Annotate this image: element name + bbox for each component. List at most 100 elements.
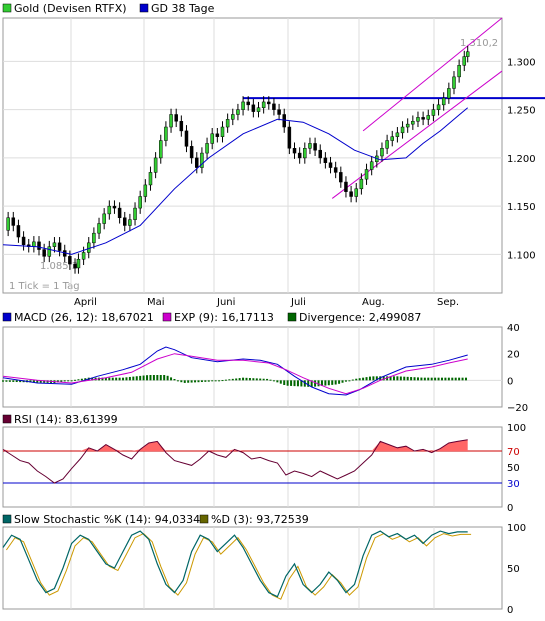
candle-body xyxy=(102,213,106,224)
rsi-overbought-fill xyxy=(131,441,166,451)
divergence-bar xyxy=(334,380,337,385)
divergence-bar xyxy=(327,380,330,386)
y-tick-label: 30 xyxy=(507,479,520,490)
divergence-bar xyxy=(317,380,320,387)
legend-label-stoch-k: Slow Stochastic %K (14): 94,0334 xyxy=(14,513,200,526)
low-price-label: 1.085,3 xyxy=(40,261,78,272)
y-tick-label: 1.100 xyxy=(507,250,536,261)
legend-swatch-exp xyxy=(162,312,172,322)
candle-body xyxy=(313,143,317,151)
divergence-bar xyxy=(190,380,193,383)
candle-body xyxy=(47,246,52,257)
divergence-bar xyxy=(211,380,214,382)
y-tick-label: 50 xyxy=(507,463,520,474)
divergence-bar xyxy=(183,380,186,383)
divergence-bar xyxy=(56,380,59,383)
divergence-bar xyxy=(392,376,395,381)
divergence-bar xyxy=(368,376,371,381)
candle-body xyxy=(179,120,184,132)
candle-body xyxy=(421,117,425,120)
divergence-bar xyxy=(149,375,152,381)
divergence-bar xyxy=(416,377,419,381)
divergence-bar xyxy=(200,380,203,383)
candle-body xyxy=(200,152,204,168)
candle-body xyxy=(282,114,286,128)
divergence-bar xyxy=(221,380,224,382)
candle-body xyxy=(292,148,297,154)
divergence-bar xyxy=(437,377,440,381)
divergence-bar xyxy=(63,380,66,382)
divergence-bar xyxy=(320,380,323,386)
divergence-bar xyxy=(60,380,63,382)
macd-panel-frame xyxy=(2,326,503,408)
y-tick-label: 70 xyxy=(507,447,520,458)
candle-body xyxy=(267,101,271,105)
candle-body xyxy=(16,225,21,238)
divergence-bar xyxy=(2,380,4,382)
divergence-bar xyxy=(372,376,375,381)
divergence-bar xyxy=(194,380,197,383)
divergence-bar xyxy=(146,375,149,381)
y-tick-label: 1.300 xyxy=(507,57,536,68)
divergence-bar xyxy=(389,376,392,381)
candle-body xyxy=(169,114,173,128)
candle-body xyxy=(465,51,470,57)
candle-body xyxy=(447,88,451,99)
divergence-bar xyxy=(458,377,461,381)
divergence-bar xyxy=(440,377,443,381)
divergence-bar xyxy=(43,380,46,383)
divergence-bar xyxy=(279,380,282,384)
y-tick-label: 50 xyxy=(507,564,520,575)
candle-body xyxy=(76,258,81,269)
divergence-bar xyxy=(252,378,255,381)
legend-label-exp: EXP (9): 16,17113 xyxy=(174,311,274,324)
divergence-bar xyxy=(235,378,238,381)
divergence-bar xyxy=(180,380,183,383)
legend-swatch-macd xyxy=(2,312,12,322)
divergence-bar xyxy=(272,380,275,382)
divergence-bar xyxy=(290,380,293,386)
macd-line xyxy=(2,346,468,396)
candle-body xyxy=(364,169,369,180)
divergence-bar xyxy=(396,376,399,381)
legend-label-gold: Gold (Devisen RTFX) xyxy=(14,2,127,15)
divergence-bar xyxy=(156,375,159,381)
candle-body xyxy=(344,181,348,192)
divergence-bar xyxy=(245,377,248,381)
legend-swatch-rsi xyxy=(2,414,12,424)
candle-body xyxy=(297,152,302,159)
y-tick-label: 0 xyxy=(507,376,513,387)
candle-body xyxy=(143,184,148,197)
divergence-bar xyxy=(444,377,447,381)
divergence-bar xyxy=(170,377,173,381)
divergence-bar xyxy=(276,380,279,383)
high-price-label: 1.310,2 xyxy=(460,38,498,49)
divergence-bar xyxy=(283,380,286,385)
divergence-bar xyxy=(351,379,354,381)
divergence-bar xyxy=(427,377,430,381)
divergence-bar xyxy=(128,376,131,381)
candle-body xyxy=(272,103,276,110)
candle-body xyxy=(369,161,374,170)
candle-body xyxy=(251,104,256,112)
y-tick-label: 40 xyxy=(507,323,520,334)
ma38-line xyxy=(2,107,469,255)
candle-body xyxy=(349,191,353,197)
candle-body xyxy=(236,109,240,115)
divergence-bar xyxy=(262,378,265,381)
candle-body xyxy=(21,236,26,246)
candle-body xyxy=(52,242,57,247)
candle-body xyxy=(405,123,410,128)
divergence-bar xyxy=(461,377,464,381)
divergence-bar xyxy=(176,380,179,382)
ticks-layer: April Mai Juni Juli Aug. Sep. 1.100 1.150 1.200 1… xyxy=(74,57,536,616)
divergence-bar xyxy=(74,379,77,381)
candle-body xyxy=(138,196,142,209)
divergence-bar xyxy=(122,377,125,381)
candle-body xyxy=(205,143,209,154)
divergence-bar xyxy=(204,380,207,382)
candle-body xyxy=(107,205,112,215)
candle-body xyxy=(6,217,10,231)
divergence-bar xyxy=(77,379,80,381)
divergence-bar xyxy=(255,378,258,381)
